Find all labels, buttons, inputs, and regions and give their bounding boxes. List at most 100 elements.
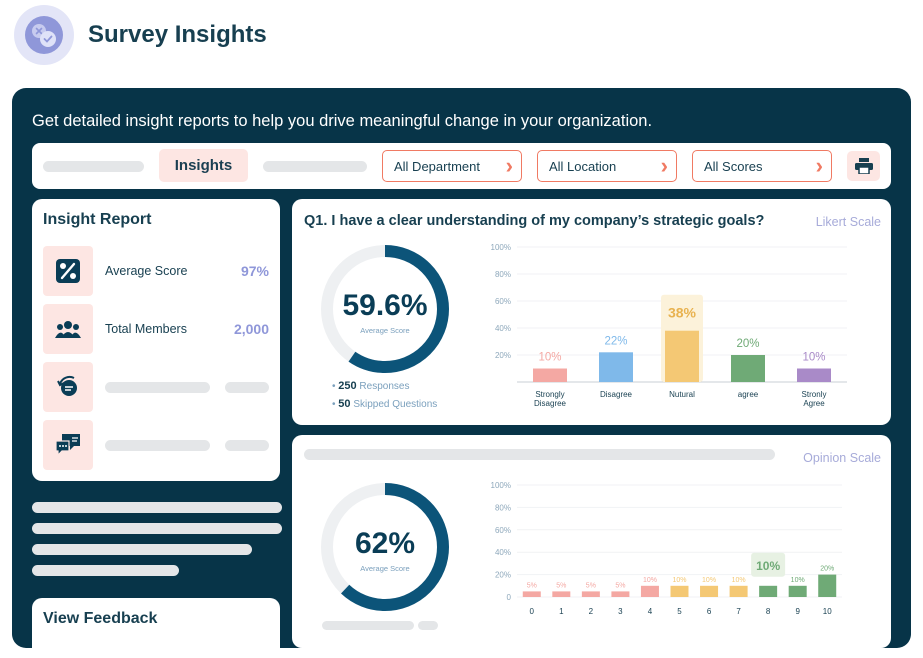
- x-tick-label: Disagree: [534, 399, 567, 408]
- survey-logo-icon: [14, 5, 74, 65]
- tab-insights[interactable]: Insights: [159, 149, 248, 182]
- q1-average-label: Average Score: [360, 326, 409, 335]
- bar: [818, 574, 837, 597]
- q2-donut-chart: 62% Average Score: [321, 483, 449, 611]
- skipped-stat: • 50 Skipped Questions: [332, 398, 438, 410]
- y-tick-label: 0: [507, 593, 512, 602]
- x-tick-label: 9: [795, 607, 800, 616]
- responses-stat: • 250 Responses: [332, 380, 410, 392]
- bar: [729, 585, 748, 597]
- print-button[interactable]: [847, 151, 880, 181]
- y-tick-label: 20%: [495, 351, 511, 360]
- y-tick-label: 60%: [495, 526, 511, 535]
- question-2-card: Opinion Scale 62% Average Score 100% 80% 6…: [292, 435, 891, 648]
- x-tick-label: 4: [648, 607, 653, 616]
- bar: [552, 591, 571, 597]
- x-tick-label: agree: [738, 390, 759, 399]
- q2-average-value: 62%: [355, 527, 415, 560]
- question-2-scale-label: Opinion Scale: [803, 451, 881, 465]
- bar: [611, 591, 630, 597]
- scores-dropdown[interactable]: All Scores ›: [692, 150, 832, 182]
- question-1-title: Q1. I have a clear understanding of my c…: [304, 213, 765, 229]
- data-label: 10%: [538, 352, 561, 364]
- q1-donut-arc: [321, 245, 449, 373]
- average-score-row: Average Score 97%: [43, 246, 269, 296]
- bar: [599, 352, 633, 382]
- location-dropdown[interactable]: All Location ›: [537, 150, 677, 182]
- total-members-value: 2,000: [233, 321, 269, 337]
- responses-label: Responses: [359, 381, 410, 392]
- total-members-row: Total Members 2,000: [43, 304, 269, 354]
- data-label: 10%: [643, 577, 657, 584]
- y-tick-label: 60%: [495, 297, 511, 306]
- placeholder-row: [43, 362, 269, 412]
- skipped-label: Skipped Questions: [353, 399, 438, 410]
- x-tick-label: 10: [823, 607, 832, 616]
- bar: [731, 355, 765, 382]
- chat-bubbles-icon: [43, 420, 93, 470]
- bar: [640, 585, 659, 597]
- placeholder-bar: [304, 449, 775, 460]
- bar: [665, 330, 699, 382]
- placeholder-row: [43, 420, 269, 470]
- x-tick-label: Nutural: [669, 390, 695, 399]
- y-tick-label: 80%: [495, 270, 511, 279]
- data-label: 20%: [736, 338, 759, 350]
- question-1-card: Q1. I have a clear understanding of my c…: [292, 199, 891, 425]
- y-tick-label: 40%: [495, 548, 511, 557]
- y-tick-label: 40%: [495, 324, 511, 333]
- location-dropdown-label: All Location: [549, 158, 617, 174]
- x-tick-label: Strongly: [535, 390, 564, 399]
- placeholder-bar: [263, 161, 367, 172]
- data-label: 10%: [702, 577, 716, 584]
- bar: [581, 591, 600, 597]
- data-label: 20%: [820, 566, 834, 573]
- average-score-value: 97%: [240, 263, 269, 279]
- placeholder-line: [32, 523, 282, 534]
- app-header: Survey Insights: [14, 5, 267, 65]
- question-1-scale-label: Likert Scale: [815, 215, 881, 229]
- view-feedback-card[interactable]: View Feedback: [32, 598, 280, 658]
- q1-bar-chart: 100%80%60%40%20% 10%StronglyDisagree22%Di…: [491, 243, 847, 408]
- department-dropdown[interactable]: All Department ›: [382, 150, 522, 182]
- placeholder-line: [32, 565, 179, 576]
- q2-average-label: Average Score: [360, 564, 409, 573]
- q1-average-value: 59.6%: [342, 289, 427, 322]
- x-tick-label: 5: [677, 607, 682, 616]
- data-label: 10%: [756, 559, 780, 573]
- bar: [788, 585, 807, 597]
- bar: [522, 591, 541, 597]
- insight-report-card: Insight Report Average Score 97%: [32, 199, 280, 481]
- chevron-right-icon: ›: [815, 153, 823, 178]
- chevron-right-icon: ›: [505, 153, 513, 178]
- responses-count: 250: [338, 380, 357, 392]
- y-tick-label: 80%: [495, 503, 511, 512]
- data-label: 5%: [556, 582, 566, 589]
- placeholder-bar: [105, 439, 210, 451]
- q2-bar-chart: 100% 80% 60% 40% 20% 0 5% 0 5% 1 5% 2 5% 3 10% 4 10% 5 10%…: [491, 481, 842, 616]
- refresh-chat-icon: [43, 362, 93, 412]
- x-tick-label: 6: [707, 607, 712, 616]
- team-icon: [43, 304, 93, 354]
- insight-report-title: Insight Report: [43, 211, 152, 228]
- x-tick-label: Agree: [803, 399, 825, 408]
- placeholder-bar: [105, 381, 210, 393]
- skipped-count: 50: [338, 398, 351, 410]
- view-feedback-title: View Feedback: [43, 610, 158, 627]
- main-panel: Get detailed insight reports to help you…: [12, 88, 911, 658]
- bar-highlight: [751, 552, 786, 577]
- x-tick-label: 1: [559, 607, 564, 616]
- placeholder-bar: [418, 621, 438, 630]
- data-label: 22%: [604, 335, 627, 347]
- department-dropdown-label: All Department: [394, 158, 480, 174]
- y-tick-label: 20%: [495, 571, 511, 580]
- chevron-right-icon: ›: [660, 153, 668, 178]
- data-label: 10%: [791, 577, 805, 584]
- data-label: 5%: [527, 582, 537, 589]
- percent-icon: [43, 246, 93, 296]
- placeholder-line: [32, 502, 282, 513]
- data-label: 5%: [586, 582, 596, 589]
- placeholder-bar: [225, 381, 269, 393]
- q2-donut-arc: [321, 483, 449, 611]
- x-tick-label: 3: [618, 607, 623, 616]
